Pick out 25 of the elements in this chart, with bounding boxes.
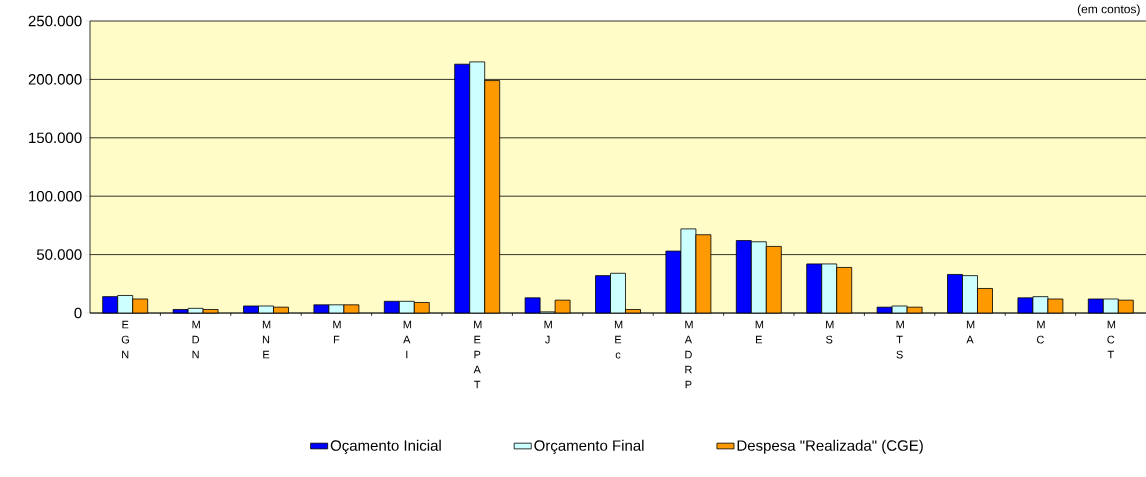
x-tick-label: M A I <box>403 320 412 359</box>
text: (em contos) <box>1077 4 1140 16</box>
x-tick-label: M C T <box>1107 320 1116 359</box>
legend-label: Oçamento Inicial <box>330 439 441 454</box>
legend-label: Despesa "Realizada" (CGE) <box>737 439 923 454</box>
x-tick-label: M C <box>1036 320 1045 344</box>
x-tick-label: M T S <box>896 320 904 359</box>
y-tick-label: 200.000 <box>28 74 82 85</box>
x-tick-label: M A D R P <box>684 320 693 389</box>
x-tick-label: M N E <box>262 320 271 359</box>
y-tick-label: 150.000 <box>29 132 82 144</box>
x-tick-label: M J <box>544 320 552 344</box>
x-tick-label: M E c <box>614 320 623 359</box>
y-tick-label: 50.000 <box>36 249 82 260</box>
x-tick-label: M E <box>755 320 764 344</box>
legend-label: Orçamento Final <box>534 439 644 454</box>
x-tick-label: E G N <box>121 320 129 359</box>
y-tick-label: 250.000 <box>28 15 82 27</box>
x-tick-label: M E P A T <box>473 320 482 389</box>
x-tick-label: M F <box>333 320 341 344</box>
x-tick-label: M S <box>826 320 834 344</box>
y-tick-label: 0 <box>74 307 82 319</box>
y-tick-label: 100.000 <box>29 190 82 202</box>
x-tick-label: M D N <box>192 320 200 359</box>
x-tick-label: M A <box>966 320 975 344</box>
